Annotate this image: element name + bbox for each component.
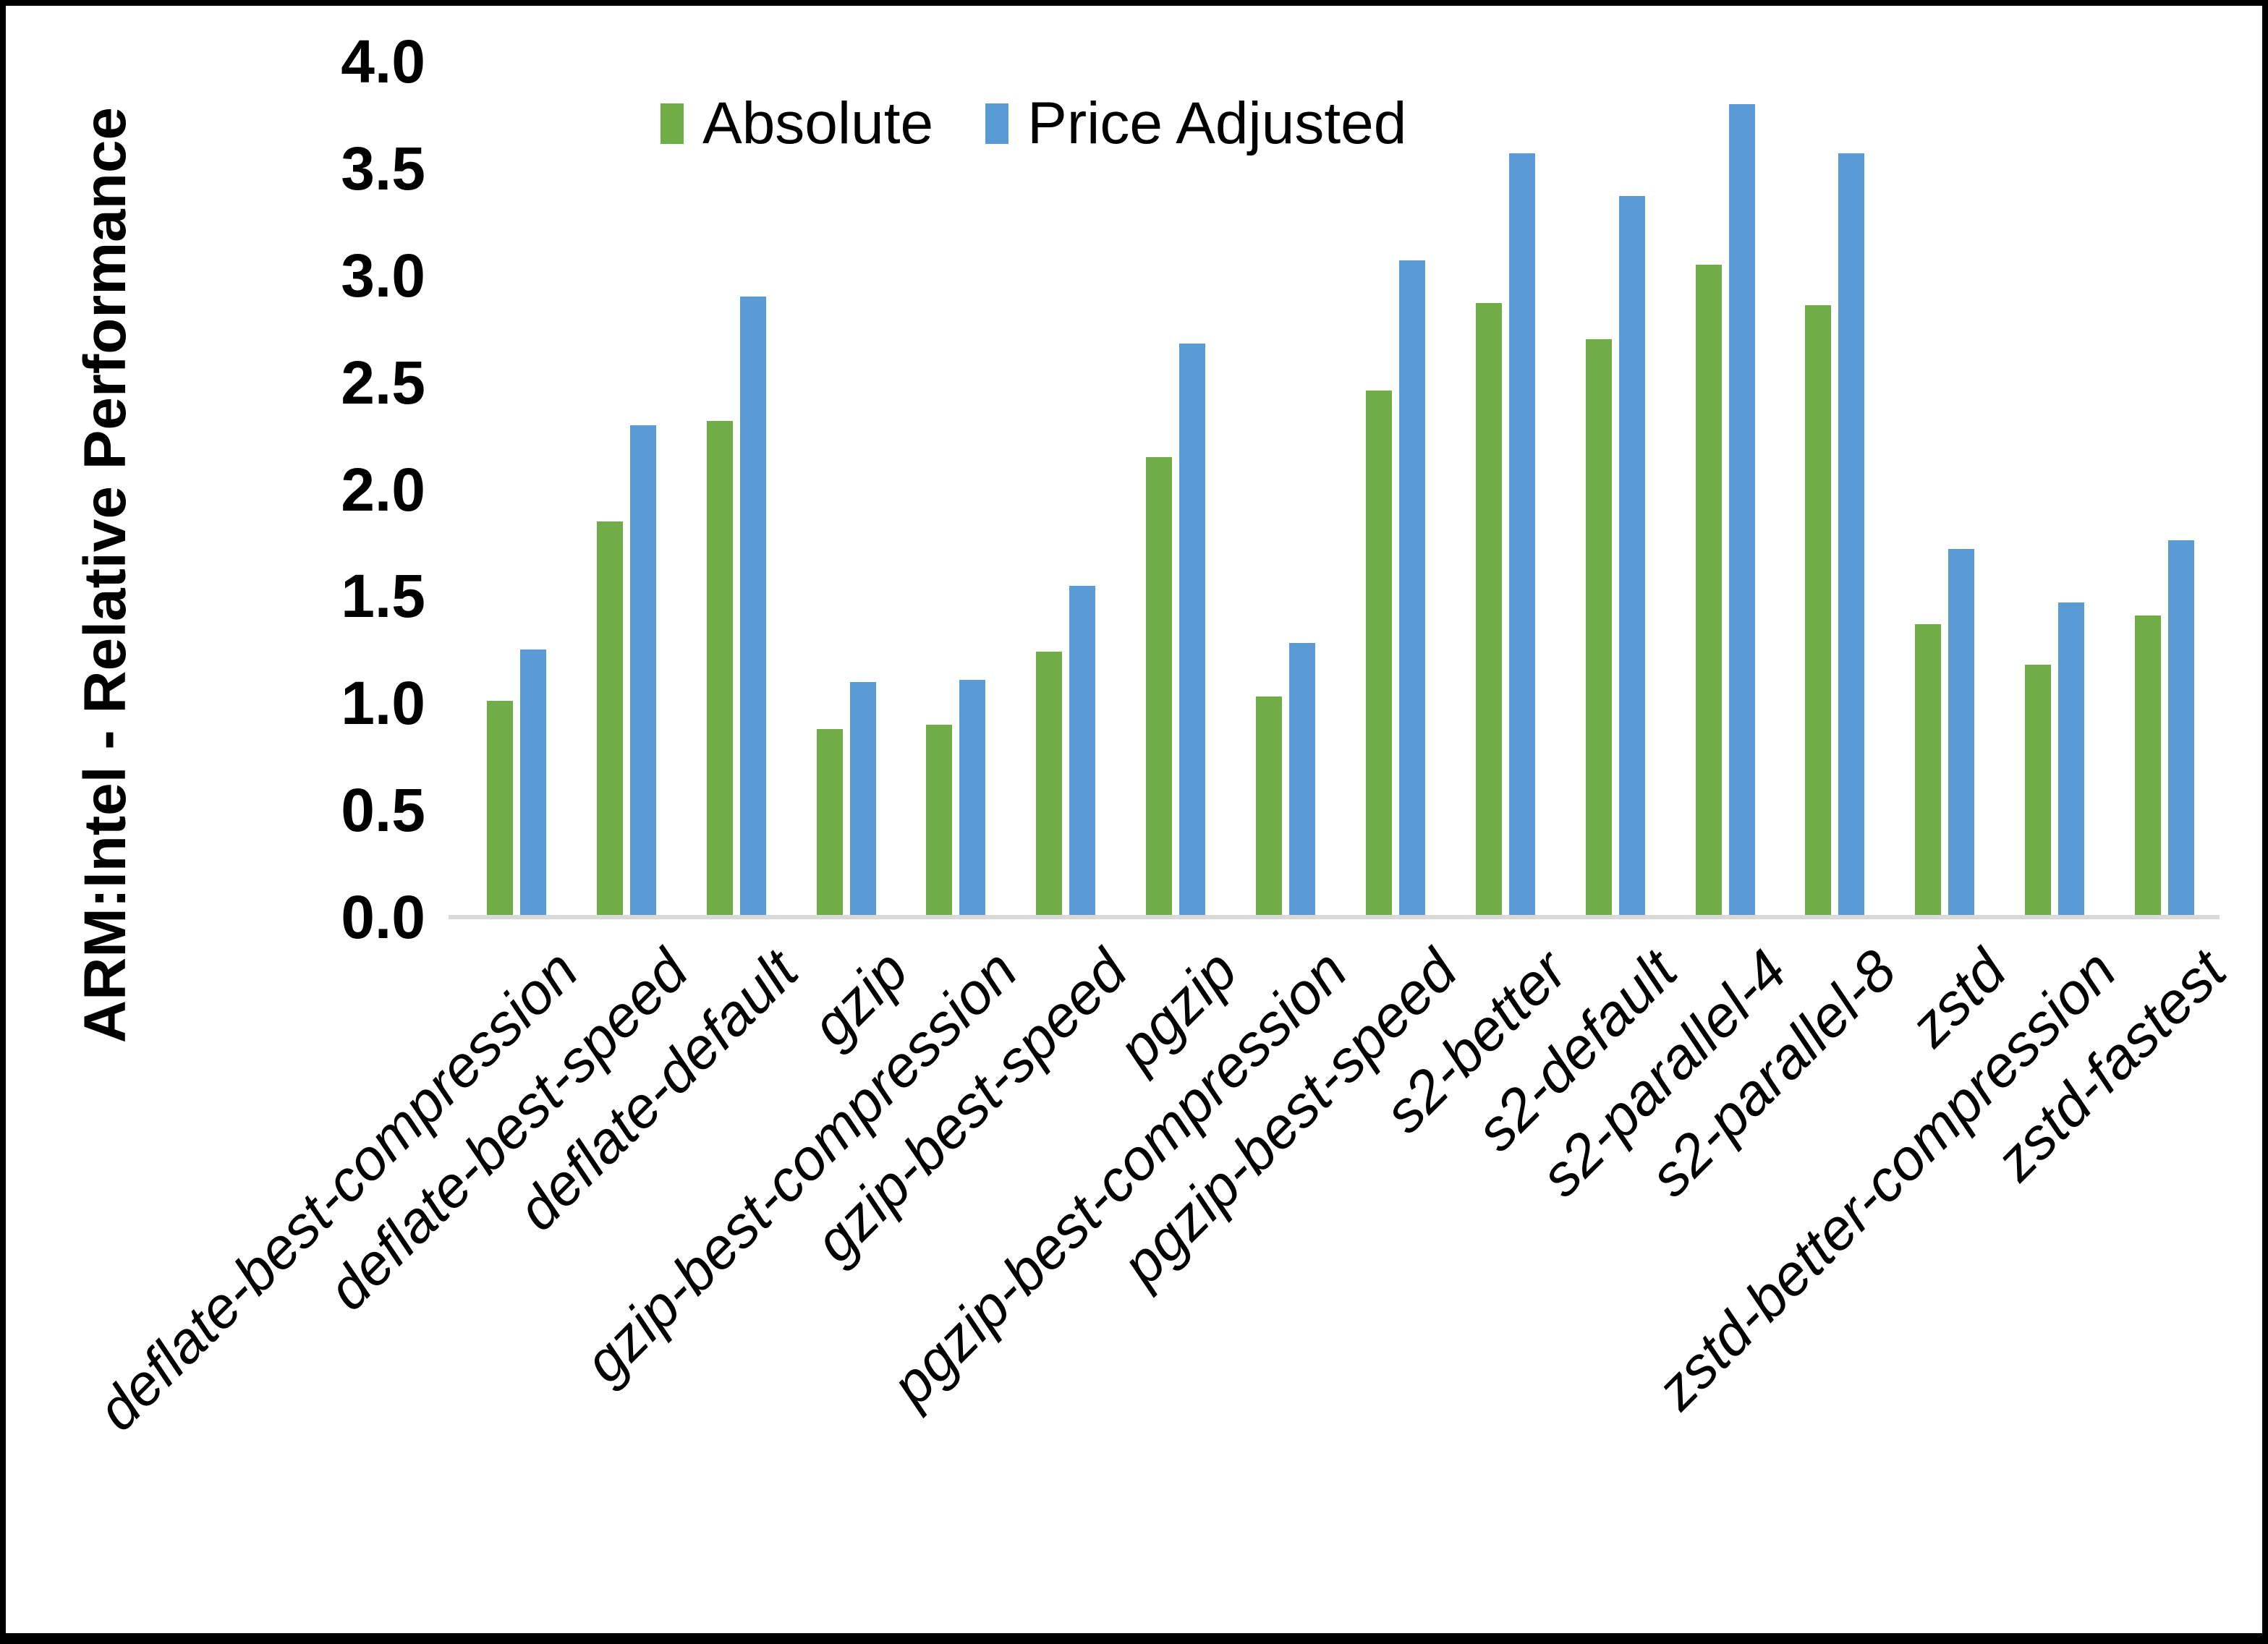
bar-absolute-gzip-best-speed bbox=[1036, 652, 1063, 917]
legend-swatch-icon bbox=[661, 103, 684, 144]
y-axis-title: ARM:Intel - Relative Performance bbox=[72, 106, 138, 1044]
bar-group-s2-better bbox=[1451, 61, 1560, 917]
bar-absolute-pgzip-best-compression bbox=[1256, 697, 1283, 917]
bar-absolute-deflate-best-compression bbox=[486, 701, 513, 917]
legend-label: Absolute bbox=[702, 90, 934, 156]
bar-group-deflate-default bbox=[681, 61, 791, 917]
bar-group-pgzip-best-compression bbox=[1231, 61, 1341, 917]
bar-group-zstd-better-compression bbox=[2000, 61, 2110, 917]
bar-price-adjusted-s2-parallel-4 bbox=[1728, 104, 1755, 917]
x-axis-line bbox=[449, 915, 2220, 919]
chart-legend: Absolute Price Adjusted bbox=[661, 94, 1406, 153]
bar-absolute-zstd bbox=[1915, 624, 1942, 917]
bar-group-zstd bbox=[1890, 61, 2000, 917]
legend-swatch-icon bbox=[985, 103, 1009, 144]
y-tick-label: 4.0 bbox=[341, 27, 425, 95]
y-tick-label: 0.5 bbox=[341, 776, 425, 845]
y-tick-label: 2.0 bbox=[341, 455, 425, 524]
bar-price-adjusted-pgzip-best-compression bbox=[1289, 643, 1316, 917]
bar-price-adjusted-deflate-best-compression bbox=[519, 649, 546, 917]
plot-area bbox=[462, 61, 2220, 917]
bar-price-adjusted-deflate-default bbox=[739, 297, 766, 917]
bar-absolute-gzip bbox=[816, 729, 843, 917]
bar-absolute-s2-better bbox=[1475, 303, 1502, 917]
bar-absolute-pgzip-best-speed bbox=[1365, 391, 1392, 917]
bar-group-s2-default bbox=[1560, 61, 1670, 917]
bar-group-deflate-best-speed bbox=[572, 61, 681, 917]
bar-absolute-zstd-fastest bbox=[2135, 616, 2162, 917]
bar-group-gzip-best-speed bbox=[1011, 61, 1121, 917]
bar-group-gzip bbox=[791, 61, 901, 917]
y-tick-label: 3.0 bbox=[341, 241, 425, 310]
bar-absolute-deflate-default bbox=[706, 421, 733, 917]
bar-price-adjusted-deflate-best-speed bbox=[629, 425, 656, 917]
bar-absolute-s2-parallel-8 bbox=[1805, 305, 1832, 917]
legend-item-absolute: Absolute bbox=[661, 94, 933, 153]
bar-absolute-s2-parallel-4 bbox=[1695, 265, 1722, 917]
bar-price-adjusted-zstd-fastest bbox=[2168, 540, 2195, 917]
bar-price-adjusted-zstd bbox=[1948, 549, 1975, 917]
y-tick-label: 0.0 bbox=[341, 883, 425, 951]
bar-group-deflate-best-compression bbox=[462, 61, 572, 917]
y-tick-label: 3.5 bbox=[341, 134, 425, 203]
bar-group-s2-parallel-8 bbox=[1780, 61, 1890, 917]
bar-price-adjusted-zstd-better-compression bbox=[2058, 602, 2085, 917]
y-tick-label: 1.0 bbox=[341, 669, 425, 738]
bar-price-adjusted-gzip-best-compression bbox=[959, 680, 986, 917]
bar-absolute-gzip-best-compression bbox=[926, 725, 953, 917]
bar-price-adjusted-gzip-best-speed bbox=[1069, 586, 1096, 917]
bar-group-gzip-best-compression bbox=[901, 61, 1011, 917]
bar-group-zstd-fastest bbox=[2110, 61, 2220, 917]
bar-group-pgzip-best-speed bbox=[1341, 61, 1451, 917]
bar-price-adjusted-pgzip-best-speed bbox=[1398, 260, 1425, 917]
bar-absolute-pgzip bbox=[1146, 457, 1173, 917]
legend-item-price-adjusted: Price Adjusted bbox=[985, 94, 1406, 153]
y-tick-label: 1.5 bbox=[341, 562, 425, 631]
y-tick-label: 2.5 bbox=[341, 348, 425, 417]
bar-absolute-deflate-best-speed bbox=[596, 521, 623, 917]
bar-price-adjusted-pgzip bbox=[1179, 344, 1206, 917]
bar-absolute-zstd-better-compression bbox=[2025, 665, 2052, 917]
bar-group-pgzip bbox=[1121, 61, 1231, 917]
bar-price-adjusted-s2-parallel-8 bbox=[1838, 153, 1865, 917]
bar-absolute-s2-default bbox=[1585, 339, 1612, 917]
bar-price-adjusted-s2-default bbox=[1618, 196, 1645, 917]
bar-group-s2-parallel-4 bbox=[1670, 61, 1780, 917]
legend-label: Price Adjusted bbox=[1027, 90, 1407, 156]
bar-price-adjusted-gzip bbox=[849, 682, 876, 917]
bar-price-adjusted-s2-better bbox=[1508, 153, 1535, 917]
